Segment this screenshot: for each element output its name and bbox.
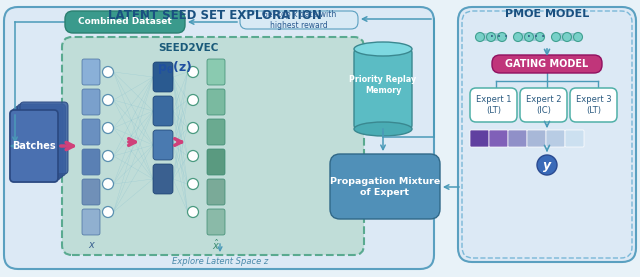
FancyBboxPatch shape	[65, 11, 185, 33]
FancyBboxPatch shape	[470, 130, 489, 147]
Text: Priority Replay
Memory: Priority Replay Memory	[349, 75, 417, 95]
FancyBboxPatch shape	[207, 89, 225, 115]
FancyBboxPatch shape	[470, 88, 517, 122]
Text: Propagation Mixture
of Expert: Propagation Mixture of Expert	[330, 177, 440, 197]
FancyBboxPatch shape	[207, 179, 225, 205]
Circle shape	[552, 32, 561, 42]
FancyBboxPatch shape	[13, 108, 61, 180]
Text: $\mathbf{p_{\theta}(z)}$: $\mathbf{p_{\theta}(z)}$	[157, 59, 193, 76]
Circle shape	[188, 150, 198, 161]
FancyBboxPatch shape	[565, 130, 584, 147]
Ellipse shape	[354, 122, 412, 136]
Text: · · ·: · · ·	[527, 32, 545, 42]
Text: LATENT SEED SET EXPLORATION: LATENT SEED SET EXPLORATION	[108, 9, 322, 22]
Text: Get top k data with
highest reward: Get top k data with highest reward	[262, 10, 336, 30]
FancyBboxPatch shape	[527, 130, 546, 147]
Circle shape	[188, 206, 198, 217]
FancyBboxPatch shape	[476, 33, 506, 41]
FancyBboxPatch shape	[20, 102, 68, 174]
FancyBboxPatch shape	[10, 110, 58, 182]
FancyBboxPatch shape	[514, 33, 544, 41]
FancyBboxPatch shape	[207, 209, 225, 235]
FancyBboxPatch shape	[82, 59, 100, 85]
FancyBboxPatch shape	[489, 130, 508, 147]
FancyBboxPatch shape	[240, 11, 358, 29]
Text: Batches: Batches	[12, 141, 56, 151]
FancyBboxPatch shape	[330, 154, 440, 219]
Circle shape	[102, 94, 113, 106]
FancyBboxPatch shape	[153, 164, 173, 194]
Circle shape	[102, 122, 113, 134]
FancyBboxPatch shape	[62, 37, 364, 255]
Circle shape	[536, 32, 545, 42]
Text: Combined Dataset: Combined Dataset	[78, 17, 172, 27]
Circle shape	[102, 150, 113, 161]
Text: Explore Latent Space z: Explore Latent Space z	[172, 257, 268, 265]
FancyBboxPatch shape	[508, 130, 527, 147]
FancyBboxPatch shape	[207, 59, 225, 85]
Text: Expert 3
(LT): Expert 3 (LT)	[576, 95, 611, 115]
Text: · · ·: · · ·	[490, 32, 508, 42]
Circle shape	[497, 32, 506, 42]
FancyBboxPatch shape	[546, 130, 565, 147]
Text: Expert 2
(IC): Expert 2 (IC)	[525, 95, 561, 115]
FancyBboxPatch shape	[552, 33, 582, 41]
Ellipse shape	[354, 42, 412, 56]
Text: y: y	[543, 158, 551, 171]
FancyBboxPatch shape	[570, 88, 617, 122]
FancyBboxPatch shape	[354, 49, 412, 129]
FancyBboxPatch shape	[10, 110, 58, 182]
Circle shape	[188, 94, 198, 106]
Circle shape	[102, 206, 113, 217]
Circle shape	[563, 32, 572, 42]
FancyBboxPatch shape	[153, 130, 173, 160]
Text: Expert 1
(LT): Expert 1 (LT)	[476, 95, 511, 115]
FancyBboxPatch shape	[153, 62, 173, 92]
Circle shape	[525, 32, 534, 42]
Circle shape	[188, 66, 198, 78]
Circle shape	[188, 178, 198, 189]
Circle shape	[102, 178, 113, 189]
Circle shape	[537, 155, 557, 175]
FancyBboxPatch shape	[82, 149, 100, 175]
Text: GATING MODEL: GATING MODEL	[506, 59, 589, 69]
FancyBboxPatch shape	[82, 89, 100, 115]
FancyBboxPatch shape	[458, 7, 636, 262]
FancyBboxPatch shape	[82, 209, 100, 235]
FancyBboxPatch shape	[520, 88, 567, 122]
Circle shape	[513, 32, 522, 42]
Text: SEED2VEC: SEED2VEC	[158, 43, 218, 53]
FancyBboxPatch shape	[153, 96, 173, 126]
Circle shape	[188, 122, 198, 134]
FancyBboxPatch shape	[82, 119, 100, 145]
Circle shape	[573, 32, 582, 42]
Circle shape	[476, 32, 484, 42]
FancyBboxPatch shape	[4, 7, 434, 269]
Text: PMOE MODEL: PMOE MODEL	[505, 9, 589, 19]
Circle shape	[486, 32, 495, 42]
Text: $\hat{x}$: $\hat{x}$	[212, 238, 220, 252]
Circle shape	[102, 66, 113, 78]
FancyBboxPatch shape	[15, 106, 63, 178]
FancyBboxPatch shape	[82, 179, 100, 205]
FancyBboxPatch shape	[492, 55, 602, 73]
Text: x: x	[88, 240, 94, 250]
FancyBboxPatch shape	[207, 119, 225, 145]
FancyBboxPatch shape	[207, 149, 225, 175]
FancyBboxPatch shape	[17, 104, 65, 176]
